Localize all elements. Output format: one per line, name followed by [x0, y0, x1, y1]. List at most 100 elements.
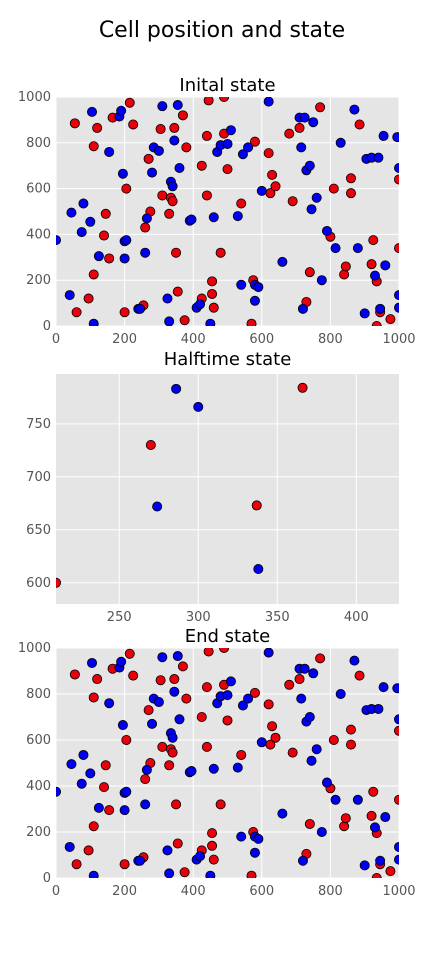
blue-point — [394, 714, 399, 725]
red-point — [181, 142, 192, 153]
blue-point — [249, 295, 260, 306]
red-point — [366, 259, 377, 270]
red-point — [172, 286, 183, 297]
red-point — [345, 724, 356, 735]
blue-point — [121, 786, 132, 797]
red-point — [104, 253, 115, 264]
red-point — [121, 183, 132, 194]
red-point — [385, 314, 396, 325]
blue-point — [277, 256, 288, 267]
x-tick-label: 800 — [318, 332, 343, 347]
red-point — [201, 190, 212, 201]
x-tick-label: 0 — [52, 884, 60, 899]
blue-point — [394, 162, 399, 173]
red-point — [201, 682, 212, 693]
blue-point — [64, 290, 75, 301]
points-layer — [56, 648, 399, 878]
y-tick-label: 600 — [26, 182, 51, 197]
y-tick-label: 200 — [26, 273, 51, 288]
red-point — [69, 118, 80, 129]
y-tick-label: 1000 — [18, 90, 51, 105]
blue-point — [152, 501, 163, 512]
blue-point — [369, 822, 380, 833]
red-point — [366, 810, 377, 821]
red-point — [207, 840, 218, 851]
blue-point — [153, 145, 164, 156]
blue-point — [299, 112, 310, 123]
points-layer — [56, 382, 308, 588]
blue-point — [256, 737, 267, 748]
red-point — [215, 799, 226, 810]
blue-point — [76, 227, 87, 238]
blue-point — [85, 216, 96, 227]
red-point — [104, 805, 115, 816]
blue-point — [193, 401, 204, 412]
x-tick-label: 600 — [249, 884, 274, 899]
blue-point — [172, 651, 183, 662]
blue-point — [117, 720, 128, 731]
red-point — [155, 124, 166, 135]
blue-point — [119, 805, 130, 816]
blue-point — [349, 655, 360, 666]
blue-point — [162, 293, 173, 304]
red-point — [201, 741, 212, 752]
y-tick-label: 800 — [26, 687, 51, 702]
red-point — [394, 174, 399, 185]
red-point — [249, 687, 260, 698]
red-point — [208, 854, 219, 865]
blue-point — [88, 318, 99, 326]
y-tick-label: 400 — [26, 779, 51, 794]
blue-point — [352, 243, 363, 254]
blue-point — [308, 668, 319, 679]
blue-point — [394, 841, 399, 852]
red-point — [207, 276, 218, 287]
chart-2: 250 300 350 400 600 650 700 750 Halftime state — [26, 349, 399, 625]
blue-point — [321, 225, 332, 236]
red-point — [345, 188, 356, 199]
red-point — [304, 818, 315, 829]
red-point — [368, 786, 379, 797]
blue-point — [66, 759, 77, 770]
blue-point — [373, 703, 384, 714]
red-point — [354, 670, 365, 681]
x-tick-label: 1000 — [382, 332, 415, 347]
red-point — [394, 794, 399, 805]
blue-point — [141, 764, 152, 775]
red-point — [145, 440, 156, 451]
red-point — [88, 269, 99, 280]
blue-point — [56, 786, 61, 797]
x-tick-label: 600 — [249, 332, 274, 347]
blue-point — [104, 698, 115, 709]
blue-point — [76, 778, 87, 789]
red-point — [124, 97, 135, 108]
blue-point — [87, 106, 98, 117]
blue-point — [394, 290, 399, 301]
red-point — [196, 712, 207, 723]
blue-point — [164, 868, 175, 878]
red-point — [315, 102, 326, 113]
blue-point — [135, 303, 146, 314]
blue-point — [208, 763, 219, 774]
blue-point — [147, 167, 158, 178]
blue-point — [297, 303, 308, 314]
red-point — [294, 674, 305, 685]
red-point — [246, 870, 257, 878]
chart-title: Inital state — [179, 75, 275, 96]
red-point — [294, 122, 305, 133]
red-point — [236, 749, 247, 760]
red-point — [203, 648, 214, 657]
chart-1: 0 200 400 600 800 1000 0 200 400 600 800 1000 Inital… — [18, 75, 416, 347]
red-point — [371, 321, 382, 326]
blue-point — [352, 794, 363, 805]
red-point — [92, 674, 103, 685]
blue-point — [335, 137, 346, 148]
x-tick-label: 800 — [318, 884, 343, 899]
y-tick-label: 650 — [26, 523, 51, 538]
red-point — [164, 760, 175, 771]
red-point — [203, 97, 214, 106]
blue-point — [195, 299, 206, 310]
blue-point — [308, 117, 319, 128]
red-point — [167, 747, 178, 758]
red-point — [219, 97, 230, 102]
